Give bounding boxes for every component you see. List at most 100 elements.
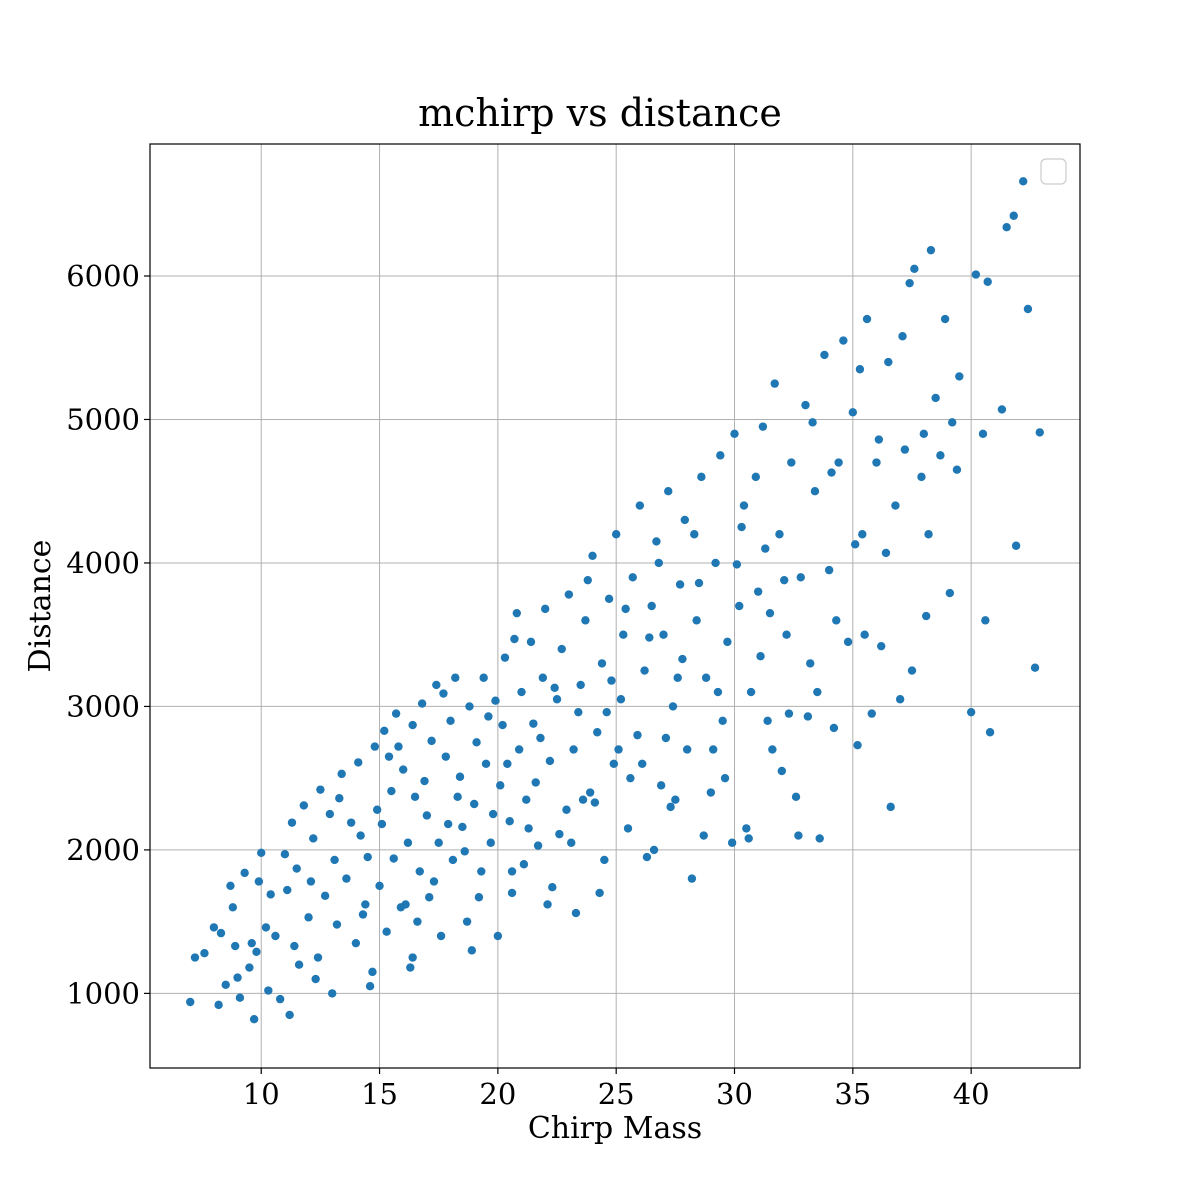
data-point — [779, 575, 789, 585]
data-point — [358, 910, 368, 919]
data-point — [510, 634, 519, 644]
data-point — [997, 405, 1007, 414]
data-point — [787, 458, 796, 467]
data-point — [581, 616, 590, 625]
data-point — [271, 931, 280, 941]
data-point — [791, 792, 801, 802]
data-point — [469, 799, 479, 809]
data-point — [304, 913, 313, 922]
data-point — [652, 537, 661, 546]
data-point — [673, 673, 682, 682]
data-point — [765, 608, 775, 618]
data-point — [316, 785, 325, 794]
data-point — [709, 745, 718, 754]
data-point — [571, 908, 581, 918]
data-point — [1002, 223, 1011, 232]
data-point — [548, 883, 557, 892]
data-point — [666, 802, 675, 812]
chart-title: mchirp vs distance — [418, 91, 782, 135]
data-point — [415, 867, 424, 876]
data-point — [682, 745, 692, 754]
data-point — [716, 451, 725, 460]
data-point — [434, 838, 443, 847]
data-point — [406, 963, 415, 972]
data-point — [813, 687, 822, 697]
data-point — [668, 702, 678, 711]
data-points — [186, 177, 1044, 1024]
data-point — [727, 838, 737, 847]
data-point — [458, 822, 467, 832]
data-point — [460, 847, 469, 856]
data-point — [578, 795, 588, 804]
data-point — [633, 730, 642, 740]
data-point — [654, 558, 663, 568]
data-point — [493, 931, 503, 941]
data-point — [801, 400, 810, 410]
data-point — [264, 986, 273, 995]
data-point — [540, 604, 550, 614]
data-point — [439, 689, 448, 698]
data-point — [981, 616, 990, 625]
data-point — [884, 357, 893, 367]
data-point — [306, 877, 316, 886]
data-point — [978, 429, 988, 439]
data-point — [481, 759, 491, 769]
data-point — [905, 278, 914, 288]
data-point — [659, 630, 668, 639]
data-point — [266, 890, 275, 899]
data-point — [408, 720, 417, 730]
data-point — [361, 900, 370, 909]
data-point — [796, 573, 805, 582]
data-point — [623, 824, 633, 833]
y-tick-label: 5000 — [66, 402, 140, 436]
data-point — [517, 687, 526, 697]
data-point — [564, 590, 574, 599]
data-point — [907, 666, 917, 675]
data-point — [226, 881, 235, 890]
data-point — [283, 885, 292, 895]
data-point — [370, 742, 380, 751]
data-point — [692, 616, 701, 625]
data-point — [645, 633, 654, 642]
data-point — [354, 758, 363, 767]
data-point — [590, 798, 600, 807]
data-point — [815, 834, 824, 843]
data-point — [638, 759, 647, 769]
data-point — [240, 868, 249, 878]
data-point — [365, 982, 375, 991]
data-point — [261, 923, 271, 932]
y-tick-label: 1000 — [66, 976, 140, 1010]
data-point — [921, 611, 931, 621]
data-point — [855, 365, 865, 374]
x-tick-label: 10 — [243, 1077, 280, 1111]
data-point — [794, 831, 803, 840]
data-point — [678, 654, 687, 664]
data-point — [410, 792, 420, 802]
x-axis-label: Chirp Mass — [528, 1111, 702, 1146]
data-point — [602, 707, 611, 717]
grid — [150, 144, 1080, 1068]
data-point — [200, 949, 209, 958]
data-point — [730, 429, 739, 439]
data-point — [342, 874, 351, 883]
data-point — [763, 716, 772, 725]
data-point — [619, 630, 628, 639]
data-point — [436, 931, 446, 941]
data-point — [377, 819, 387, 829]
data-point — [770, 379, 779, 388]
data-point — [216, 928, 226, 938]
data-point — [917, 472, 926, 482]
data-point — [443, 819, 453, 829]
data-point — [664, 487, 673, 496]
data-point — [285, 1010, 294, 1020]
data-point — [356, 831, 365, 840]
data-point — [507, 867, 517, 876]
data-point — [313, 953, 323, 962]
data-point — [550, 683, 559, 692]
data-point — [190, 953, 200, 962]
data-point — [519, 860, 529, 869]
data-point — [552, 695, 562, 704]
data-point — [351, 938, 361, 948]
data-point — [926, 245, 936, 255]
data-point — [647, 601, 656, 611]
